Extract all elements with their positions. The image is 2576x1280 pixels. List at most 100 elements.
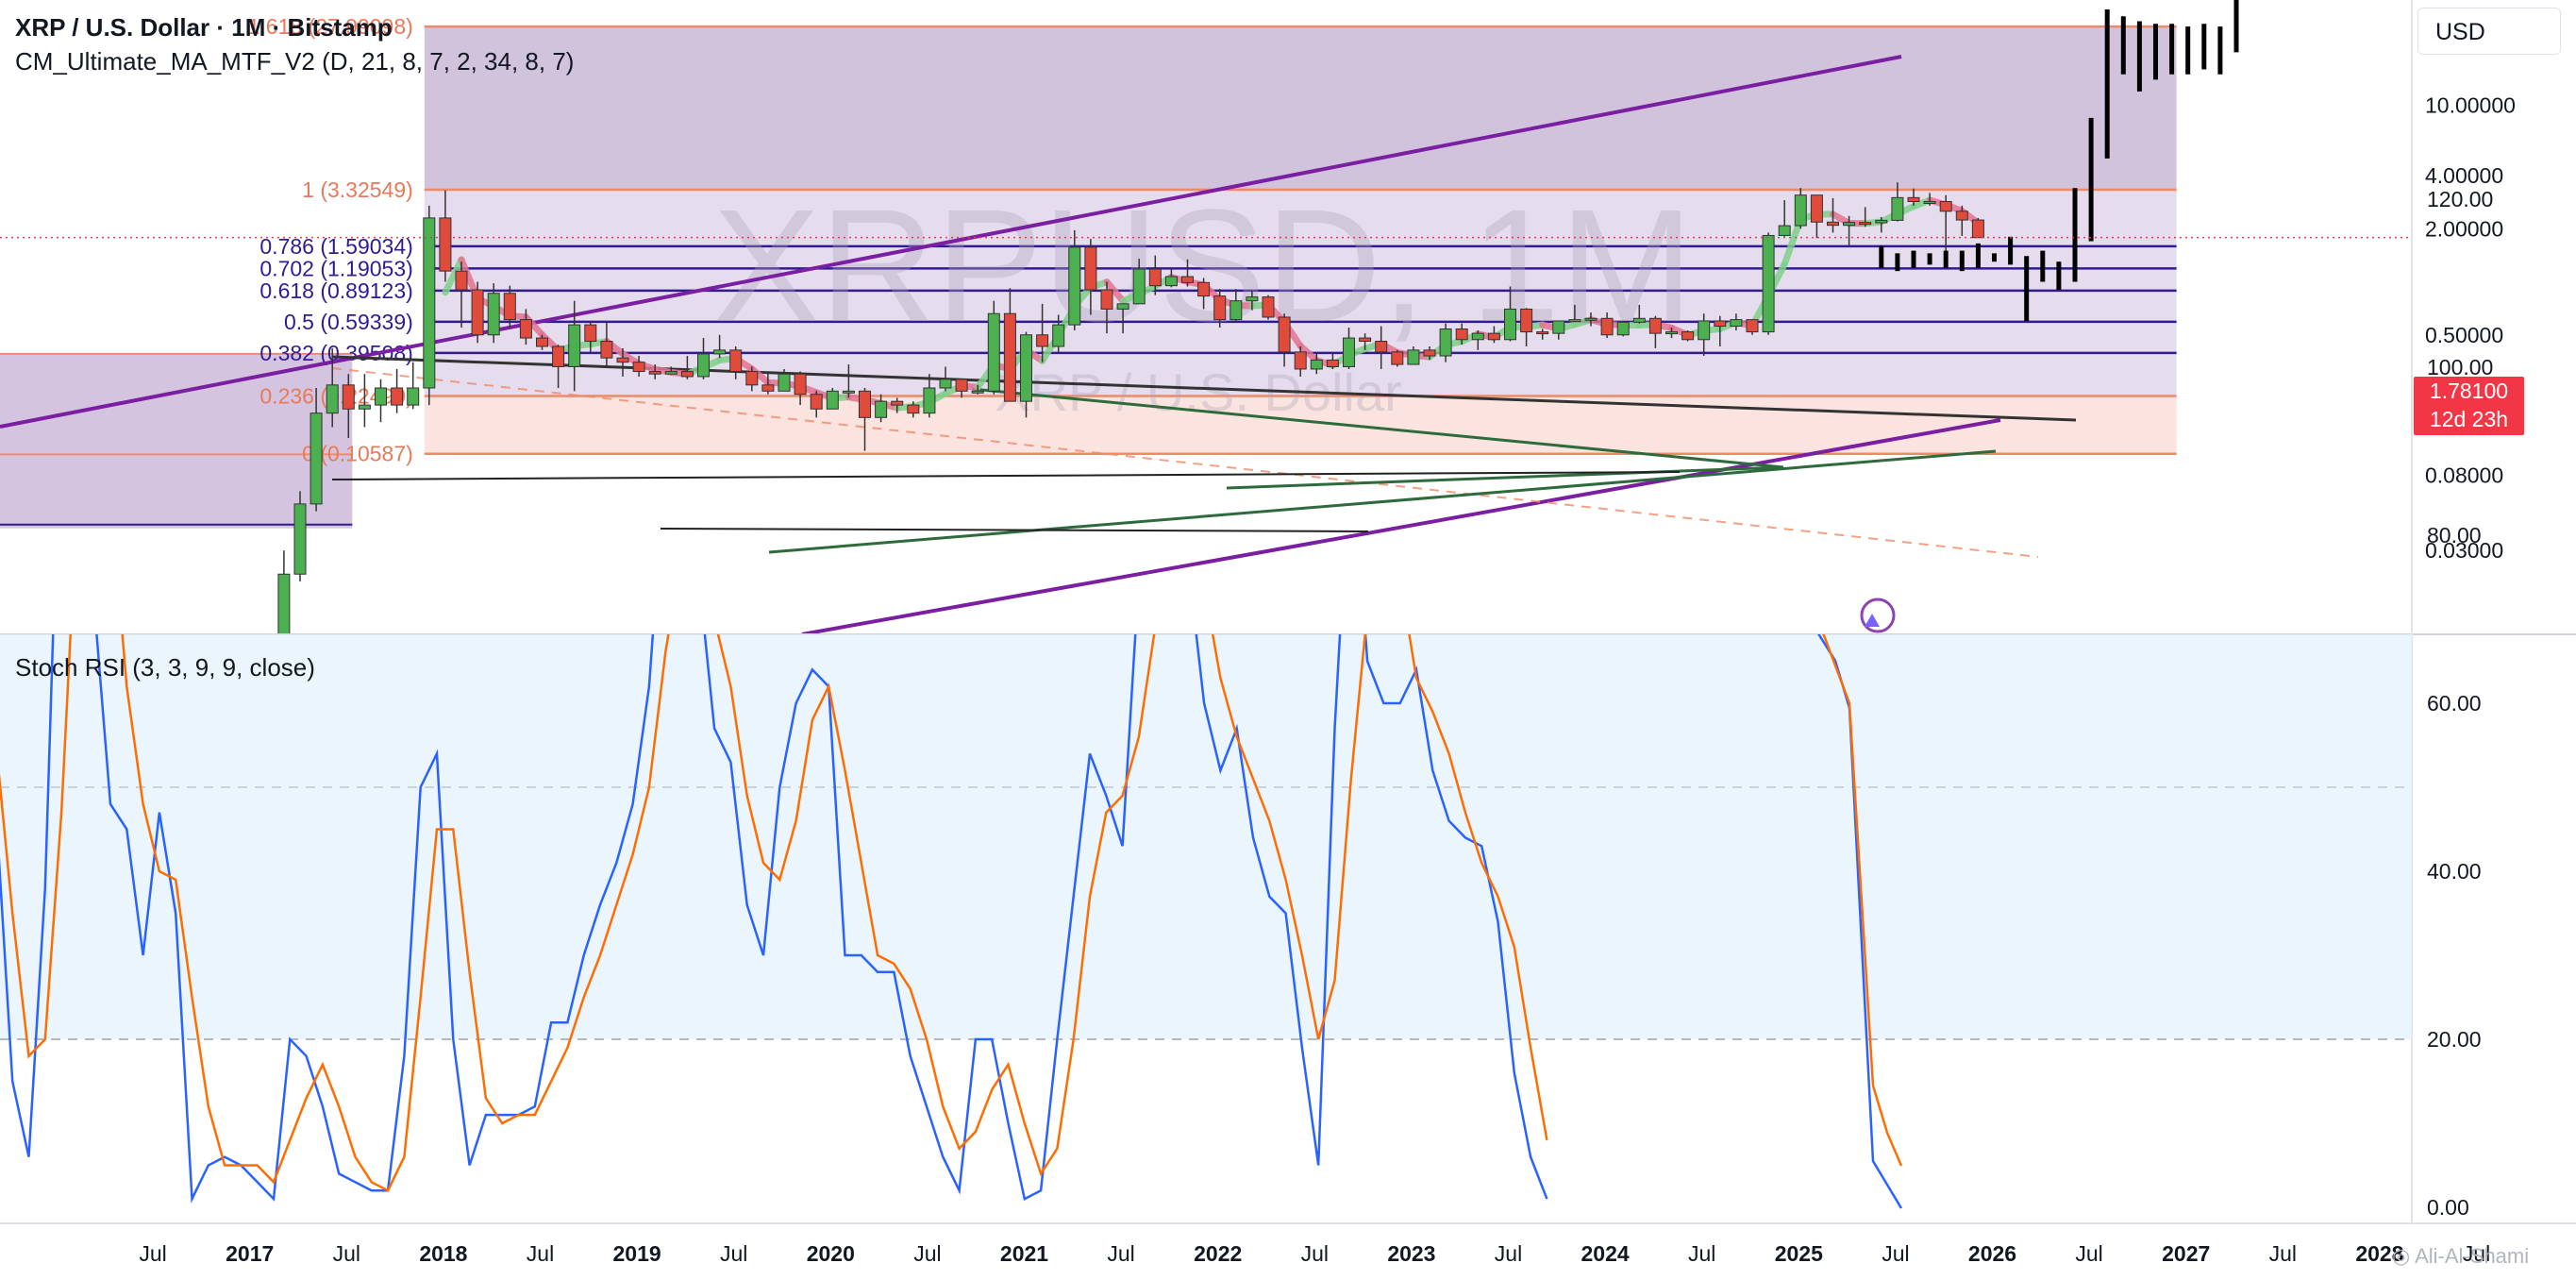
candle [309,388,323,512]
candle-body [391,387,404,406]
candle [1681,330,1695,342]
candle-body [1455,328,1468,341]
candle-body [503,293,516,321]
ma-segment [442,256,465,296]
candle [939,366,952,392]
candle [1375,326,1388,369]
candle [552,345,565,388]
candle [1068,229,1081,331]
candle [1762,232,1775,335]
candle [1100,281,1113,334]
bar-countdown: 12d 23h [2429,407,2509,431]
ma-segment [1296,343,1320,364]
candle [277,550,291,634]
candle-body [1939,201,1952,212]
time-tick-label: 2027 [2162,1241,2210,1266]
candle-body [1164,276,1178,287]
candle [1891,182,1904,222]
candle-body [1471,332,1484,341]
time-tick-label: 2017 [226,1241,274,1266]
candle-body [1746,319,1759,333]
time-tick-label: 2028 [2355,1241,2403,1266]
price-tick-label: 0.50000 [2425,323,2503,347]
candle-body [761,384,775,392]
candle-body [1068,246,1081,326]
fib-label: 0.786 (1.59034) [259,234,412,259]
fib-label: 1 (3.32549) [302,177,413,202]
candle-body [1616,321,1630,336]
candle [1294,345,1307,377]
candle [1504,286,1516,342]
price-tick-label: 2.00000 [2425,216,2503,241]
candle-body [487,293,500,336]
price-tick-label: 0.03000 [2425,538,2503,563]
fib-label: 0.618 (0.89123) [259,278,412,303]
candle-body [1181,276,1194,283]
candle [1343,328,1355,369]
stoch-d-line-recent [1822,634,1903,1167]
candle-body [1536,331,1549,335]
candle-body [1600,317,1614,336]
candle-body [1229,300,1243,321]
candle [1003,288,1016,402]
candle-body [729,349,743,373]
time-tick-label: Jul [1495,1241,1522,1266]
candle [1520,308,1533,346]
candle-body [1762,234,1775,333]
candle [794,371,807,406]
candle [1391,349,1404,367]
base-line-lower [660,528,1369,532]
time-tick-label: 2020 [807,1241,855,1266]
candle [1278,313,1291,367]
candle-body [1132,268,1146,305]
indicator-legend[interactable]: CM_Ultimate_MA_MTF_V2 (D, 21, 8, 7, 2, 3… [15,47,575,76]
candle [1746,319,1759,335]
candle-body [1971,219,1984,239]
candle-body [439,217,452,272]
candle-body [375,387,387,406]
time-tick-label: 2019 [613,1241,661,1266]
price-pane: 1.618 (27.99098) 1 (3.32549) 0.786 (1.5903… [0,0,2239,634]
candle-body [342,384,355,410]
stoch-rsi-legend[interactable]: Stoch RSI (3, 3, 9, 9, close) [15,653,315,682]
candle [745,366,759,392]
base-line [331,471,1681,480]
candle-body [309,413,323,505]
candle [1568,304,1581,323]
candle-body [1794,194,1807,227]
time-tick-label: Jul [527,1241,554,1266]
candle [1020,331,1032,418]
time-tick-label: Jul [1882,1241,1909,1266]
candle-body [1020,334,1032,402]
candle-body [1487,332,1500,341]
candle [729,345,743,379]
candle-body [907,404,920,414]
candle-body [1955,211,1968,221]
candle-body [536,337,548,347]
candle [859,388,871,451]
candle [826,388,839,410]
candle [955,379,968,398]
candle-body [277,573,291,634]
last-price-tag: 1.78100 12d 23h [2414,377,2524,435]
candle-body [1520,308,1533,333]
candle-body [1698,320,1711,341]
candle-body [1584,317,1597,321]
candle [1794,188,1807,229]
stoch-d-line [0,634,1548,1192]
candle [536,334,548,350]
fib-label: 0.5 (0.59339) [284,310,413,334]
candle [1714,315,1727,346]
ai-sparkle-ring [1860,598,1896,633]
candle-body [1213,295,1227,321]
stoch-k-line [0,634,1548,1204]
candle-body [680,371,694,378]
fib-zone-left [0,353,353,529]
candle-body [1343,337,1355,367]
candle-body [455,270,468,291]
currency-button[interactable]: USD [2417,8,2561,55]
candle-body [955,379,968,392]
price-tick-label: 0.08000 [2425,463,2503,487]
ai-sparkle-shape [1865,614,1880,627]
